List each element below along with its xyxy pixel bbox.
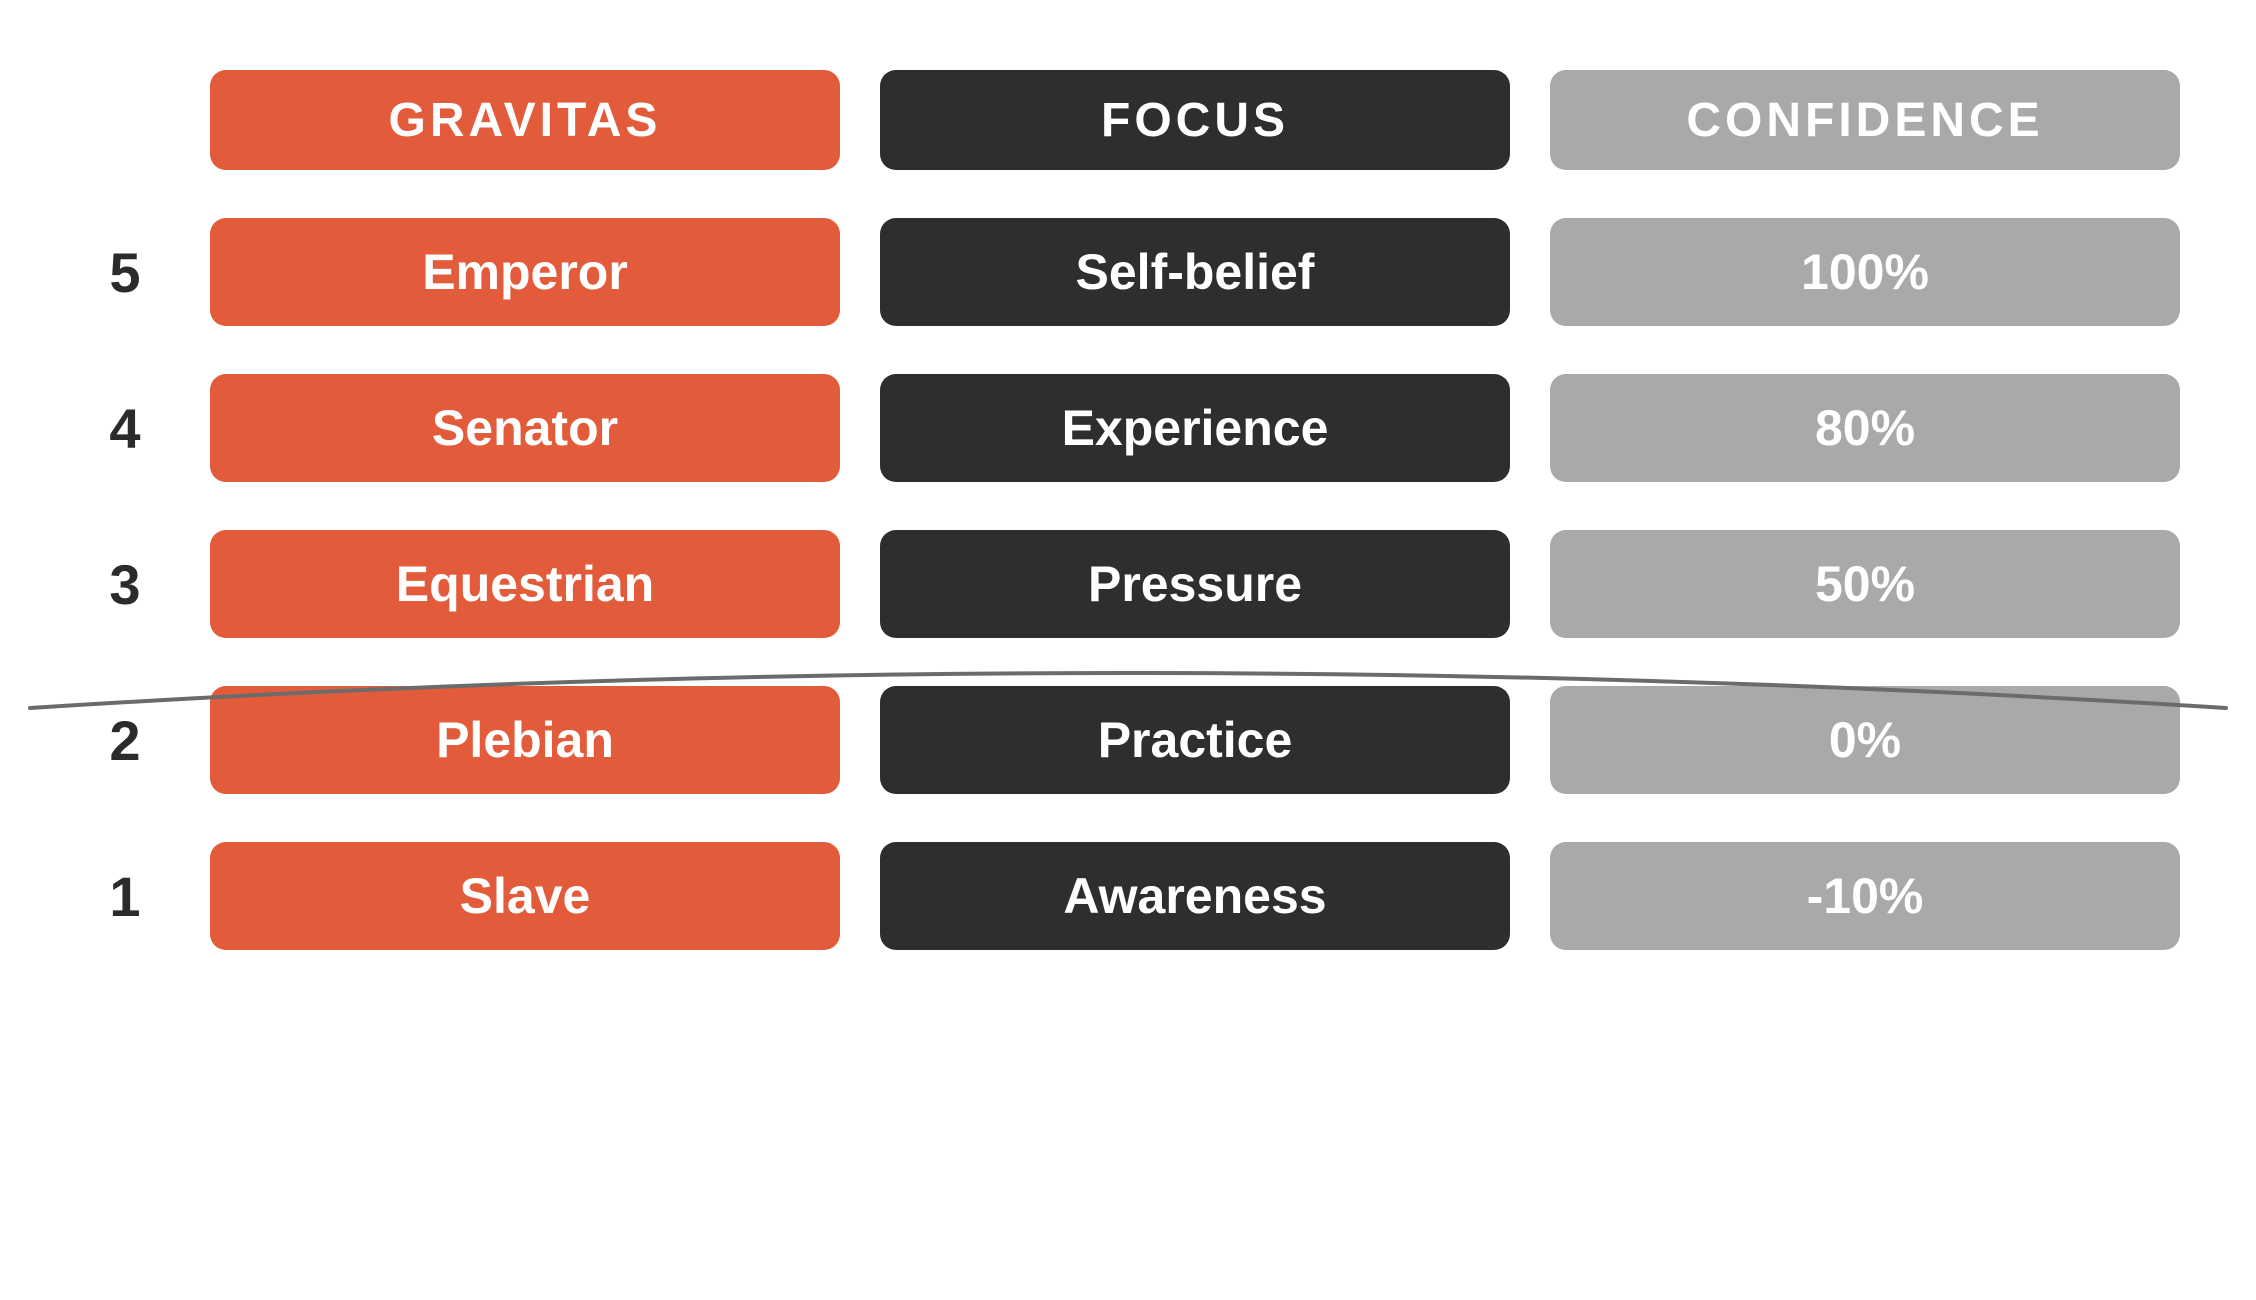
- cell-value: Emperor: [422, 243, 628, 301]
- infographic-stage: GRAVITAS FOCUS CONFIDENCE 5 Emperor Self…: [0, 0, 2256, 1300]
- cell-value: -10%: [1807, 867, 1924, 925]
- cell-value: Pressure: [1088, 555, 1302, 613]
- column-header-focus: FOCUS: [880, 70, 1510, 170]
- row-number: 2: [109, 708, 140, 773]
- table-grid: GRAVITAS FOCUS CONFIDENCE 5 Emperor Self…: [80, 70, 2180, 950]
- cell-confidence: 0%: [1550, 686, 2180, 794]
- cell-confidence: 100%: [1550, 218, 2180, 326]
- cell-confidence: 50%: [1550, 530, 2180, 638]
- column-header-label: FOCUS: [1101, 93, 1289, 148]
- cell-focus: Self-belief: [880, 218, 1510, 326]
- row-number: 1: [109, 864, 140, 929]
- cell-value: 0%: [1829, 711, 1901, 769]
- cell-value: Practice: [1098, 711, 1293, 769]
- cell-value: Slave: [460, 867, 591, 925]
- column-header-confidence: CONFIDENCE: [1550, 70, 2180, 170]
- cell-focus: Experience: [880, 374, 1510, 482]
- cell-focus: Awareness: [880, 842, 1510, 950]
- cell-value: Self-belief: [1076, 243, 1315, 301]
- cell-value: Awareness: [1063, 867, 1326, 925]
- cell-confidence: -10%: [1550, 842, 2180, 950]
- cell-focus: Pressure: [880, 530, 1510, 638]
- cell-confidence: 80%: [1550, 374, 2180, 482]
- row-number: 4: [109, 396, 140, 461]
- row-number: 5: [109, 240, 140, 305]
- cell-gravitas: Slave: [210, 842, 840, 950]
- cell-value: Senator: [432, 399, 618, 457]
- cell-value: Equestrian: [396, 555, 654, 613]
- cell-value: Experience: [1062, 399, 1329, 457]
- cell-value: Plebian: [436, 711, 614, 769]
- cell-value: 80%: [1815, 399, 1915, 457]
- column-header-label: GRAVITAS: [389, 93, 662, 148]
- cell-gravitas: Plebian: [210, 686, 840, 794]
- cell-gravitas: Equestrian: [210, 530, 840, 638]
- cell-value: 100%: [1801, 243, 1929, 301]
- column-header-gravitas: GRAVITAS: [210, 70, 840, 170]
- column-header-label: CONFIDENCE: [1686, 93, 2043, 148]
- cell-gravitas: Senator: [210, 374, 840, 482]
- cell-gravitas: Emperor: [210, 218, 840, 326]
- cell-value: 50%: [1815, 555, 1915, 613]
- row-number: 3: [109, 552, 140, 617]
- cell-focus: Practice: [880, 686, 1510, 794]
